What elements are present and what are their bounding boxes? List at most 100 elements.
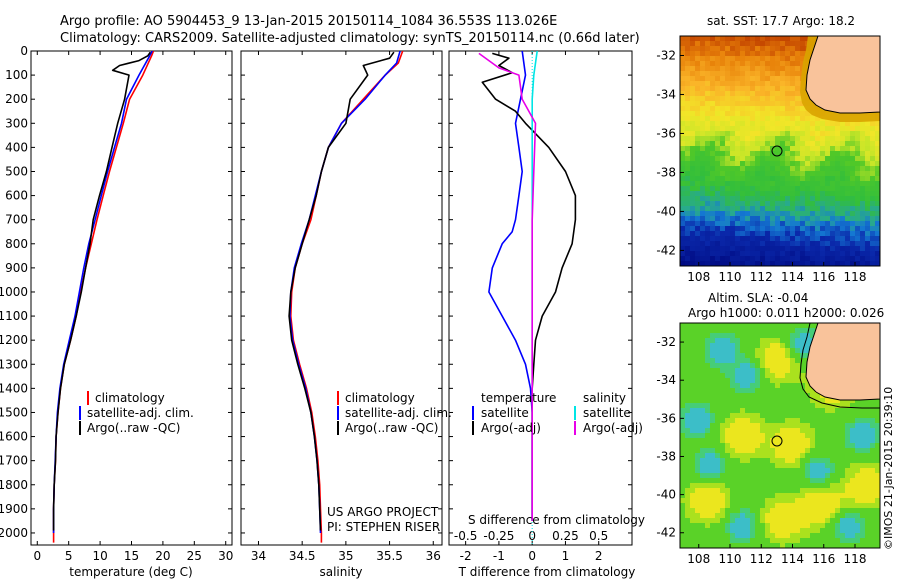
sla-cell	[820, 428, 825, 433]
sla-cell	[805, 508, 810, 513]
sla-cell	[800, 413, 805, 418]
sst-cell	[810, 131, 815, 136]
sst-cell	[785, 126, 790, 131]
sla-cell	[785, 533, 790, 538]
sla-cell	[875, 413, 880, 418]
sst-cell	[735, 66, 740, 71]
sst-cell	[760, 206, 765, 211]
sla-cell	[830, 513, 835, 518]
sst-cell	[765, 211, 770, 216]
sla-cell	[785, 348, 790, 353]
sla-cell	[755, 498, 760, 503]
sst-cell	[750, 66, 755, 71]
sst-cell	[680, 96, 685, 101]
sst-cell	[700, 251, 705, 256]
pi-annotation: PI: STEPHEN RISER	[327, 520, 440, 534]
sla-cell	[855, 443, 860, 448]
sst-cell	[695, 141, 700, 146]
sla-cell	[745, 483, 750, 488]
sst-cell	[830, 261, 835, 266]
sst-cell	[770, 56, 775, 61]
sla-cell	[820, 488, 825, 493]
sla-cell	[790, 438, 795, 443]
sst-cell	[775, 201, 780, 206]
sla-cell	[815, 423, 820, 428]
sla-cell	[790, 373, 795, 378]
sla-cell	[710, 338, 715, 343]
sla-cell	[760, 398, 765, 403]
map-y-tick-label: -36	[656, 411, 676, 425]
sst-cell	[765, 171, 770, 176]
sla-cell	[725, 483, 730, 488]
sla-cell	[825, 498, 830, 503]
sla-cell	[700, 453, 705, 458]
sla-cell	[690, 348, 695, 353]
sst-cell	[710, 221, 715, 226]
sst-cell	[820, 231, 825, 236]
sst-cell	[745, 151, 750, 156]
sla-cell	[765, 453, 770, 458]
sla-cell	[750, 378, 755, 383]
sst-cell	[705, 81, 710, 86]
sla-cell	[850, 433, 855, 438]
sst-cell	[775, 186, 780, 191]
sla-cell	[680, 508, 685, 513]
sla-cell	[855, 488, 860, 493]
sla-cell	[685, 363, 690, 368]
sst-cell	[700, 126, 705, 131]
x-tick2-label: -0.25	[483, 529, 514, 543]
sla-cell	[720, 388, 725, 393]
sst-cell	[685, 136, 690, 141]
sla-cell	[750, 488, 755, 493]
sst-cell	[860, 136, 865, 141]
map-y-tick-label: -32	[656, 335, 676, 349]
sla-cell	[790, 528, 795, 533]
sst-cell	[795, 56, 800, 61]
sst-cell	[780, 201, 785, 206]
sla-cell	[800, 368, 805, 373]
sst-cell	[740, 156, 745, 161]
sla-cell	[785, 378, 790, 383]
sla-cell	[830, 448, 835, 453]
sst-cell	[785, 251, 790, 256]
sla-cell	[695, 353, 700, 358]
sla-cell	[875, 418, 880, 423]
sla-cell	[770, 503, 775, 508]
sla-cell	[770, 463, 775, 468]
sla-cell	[795, 528, 800, 533]
sla-cell	[805, 428, 810, 433]
sst-cell	[790, 256, 795, 261]
sla-cell	[870, 468, 875, 473]
sst-cell	[860, 161, 865, 166]
sst-cell	[810, 141, 815, 146]
sla-cell	[820, 523, 825, 528]
sla-cell	[850, 528, 855, 533]
sla-cell	[735, 343, 740, 348]
sst-cell	[730, 181, 735, 186]
sla-cell	[820, 493, 825, 498]
sst-cell	[845, 201, 850, 206]
sla-cell	[750, 358, 755, 363]
sla-cell	[685, 333, 690, 338]
sla-cell	[695, 533, 700, 538]
sst-cell	[835, 256, 840, 261]
sst-cell	[790, 86, 795, 91]
sla-cell	[695, 483, 700, 488]
sla-cell	[715, 343, 720, 348]
sla-cell	[695, 373, 700, 378]
sst-cell	[685, 186, 690, 191]
sst-cell	[785, 61, 790, 66]
sla-cell	[755, 323, 760, 328]
sst-cell	[780, 161, 785, 166]
sla-cell	[825, 413, 830, 418]
legend-label-argo: Argo(..raw -QC)	[345, 421, 438, 435]
sst-cell	[805, 256, 810, 261]
sst-cell	[735, 246, 740, 251]
sla-cell	[730, 338, 735, 343]
sst-cell	[875, 231, 880, 236]
sst-cell	[860, 211, 865, 216]
sla-cell	[865, 438, 870, 443]
sla-cell	[830, 458, 835, 463]
sst-cell	[775, 121, 780, 126]
sst-cell	[785, 136, 790, 141]
